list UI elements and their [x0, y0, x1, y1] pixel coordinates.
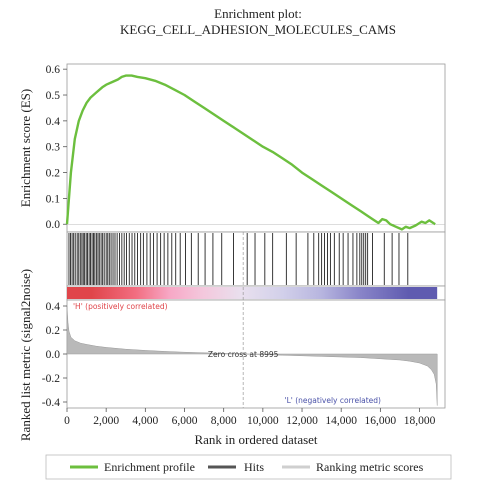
x-tick-label: 4,000 — [132, 415, 158, 427]
x-axis: 0 2,000 4,000 6,000 8,000 10,000 12,000 14,000 1… — [64, 408, 436, 427]
x-tick-label: 16,000 — [365, 415, 397, 427]
x-axis-label: Rank in ordered dataset — [194, 432, 317, 447]
x-tick-label: 8,000 — [211, 415, 237, 427]
x-tick-label: 6,000 — [172, 415, 198, 427]
hits-panel-frame — [66, 231, 446, 287]
es-y-tick-label: 0.3 — [46, 142, 61, 154]
heatmap-gradient — [67, 287, 438, 299]
x-tick-label: 14,000 — [325, 415, 357, 427]
legend-label-hits: Hits — [244, 460, 264, 474]
es-axis: 0.0 0.1 0.2 0.3 0.4 0.5 0.6 — [46, 64, 445, 231]
legend-label-ranking-metric: Ranking metric scores — [316, 460, 424, 474]
negative-correlation-label: 'L' (negatively correlated) — [285, 396, 382, 405]
enrichment-profile-series — [65, 74, 436, 231]
x-tick-label: 0 — [64, 415, 70, 427]
metric-axis: 0.4 0.2 0.0 -0.2 -0.4 — [42, 301, 67, 409]
x-tick-label: 2,000 — [93, 415, 119, 427]
es-y-tick-label: 0.5 — [46, 90, 61, 102]
positive-correlation-label: 'H' (positively correlated) — [73, 302, 168, 311]
chart-subtitle: KEGG_CELL_ADHESION_MOLECULES_CAMS — [120, 22, 396, 37]
es-panel-frame — [66, 63, 446, 233]
es-y-tick-label: 0.1 — [46, 193, 61, 205]
x-tick-label: 10,000 — [247, 415, 279, 427]
heatmap-bar — [67, 287, 438, 299]
es-y-tick-label: 0.4 — [46, 116, 61, 128]
metric-y-axis-label: Ranked list metric (signal2noise) — [18, 269, 33, 441]
x-tick-label: 12,000 — [286, 415, 318, 427]
es-y-tick-label: 0.0 — [46, 219, 61, 231]
metric-y-tick-label: -0.2 — [42, 373, 60, 385]
es-y-tick-label: 0.2 — [46, 168, 61, 180]
metric-y-tick-label: 0.4 — [46, 301, 61, 313]
es-y-axis-label: Enrichment score (ES) — [18, 89, 33, 207]
es-y-tick-label: 0.6 — [46, 64, 61, 76]
ranking-metric-series — [66, 232, 438, 408]
ranking-metric-area — [66, 305, 438, 406]
legend-box — [45, 454, 452, 480]
metric-y-tick-label: -0.4 — [42, 397, 60, 409]
enrichment-profile-line — [65, 74, 436, 231]
zero-cross-label: Zero cross at 8995 — [208, 350, 279, 359]
hits-series — [68, 233, 409, 285]
legend-label-enrichment-profile: Enrichment profile — [104, 460, 195, 474]
chart-title: Enrichment plot: — [214, 6, 302, 21]
metric-y-tick-label: 0.0 — [46, 349, 61, 361]
x-tick-label: 18,000 — [404, 415, 436, 427]
metric-y-tick-label: 0.2 — [46, 325, 61, 337]
